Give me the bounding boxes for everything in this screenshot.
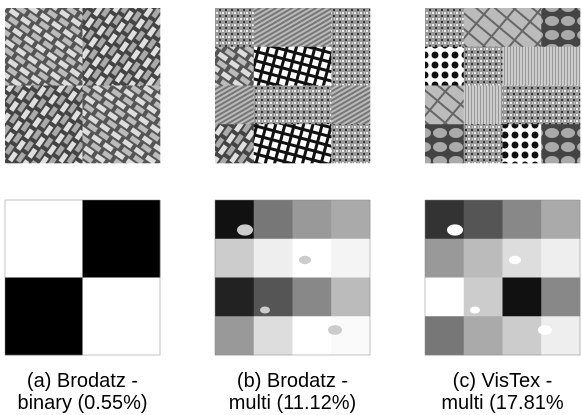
texture-tile bbox=[83, 86, 161, 164]
segment-tile bbox=[331, 200, 370, 239]
segment-tile bbox=[215, 239, 254, 278]
captions: (a) Brodatz -binary (0.55%) (b) Brodatz -… bbox=[17, 370, 563, 414]
segment-tile bbox=[5, 278, 83, 356]
segment-tile bbox=[293, 316, 332, 355]
segment-blob bbox=[299, 256, 311, 264]
texture-tile bbox=[293, 124, 332, 163]
segment-tile bbox=[503, 239, 542, 278]
segment-blob bbox=[237, 224, 253, 235]
texture-tile bbox=[464, 8, 503, 47]
segment-tile bbox=[215, 278, 254, 317]
segment-blob bbox=[538, 325, 552, 335]
segment-tile bbox=[503, 316, 542, 355]
texture-tile bbox=[331, 124, 370, 163]
texture-tile bbox=[464, 47, 503, 86]
segment-tile bbox=[254, 316, 293, 355]
segment-tile bbox=[503, 278, 542, 317]
texture-tile bbox=[215, 86, 254, 125]
texture-tile bbox=[503, 86, 542, 125]
segment-tile bbox=[503, 200, 542, 239]
segment-tile bbox=[83, 200, 161, 278]
texture-tile bbox=[293, 47, 332, 86]
segment-tile bbox=[5, 200, 83, 278]
texture-tile bbox=[215, 8, 254, 47]
segment-blob bbox=[509, 256, 521, 264]
texture-tile bbox=[503, 8, 542, 47]
segment-tile bbox=[215, 316, 254, 355]
segment-blob bbox=[447, 224, 463, 235]
caption-line: (c) VisTex - bbox=[453, 370, 553, 392]
caption-line: multi (11.12%) bbox=[229, 392, 356, 414]
caption-line: (a) Brodatz - bbox=[27, 370, 138, 392]
segment-tile bbox=[293, 278, 332, 317]
segment-tile bbox=[254, 278, 293, 317]
segment-blob bbox=[260, 307, 270, 314]
texture-tile bbox=[5, 8, 83, 86]
segment-tile bbox=[541, 316, 580, 355]
segment-tile bbox=[464, 316, 503, 355]
texture-tile bbox=[503, 47, 542, 86]
segment-tile bbox=[425, 278, 464, 317]
segment-tile bbox=[254, 239, 293, 278]
segment-tile bbox=[331, 316, 370, 355]
texture-tile bbox=[464, 86, 503, 125]
segment-tile bbox=[83, 278, 161, 356]
texture-tile bbox=[541, 124, 580, 163]
texture-tile bbox=[541, 47, 580, 86]
texture-tile bbox=[293, 8, 332, 47]
texture-tile bbox=[254, 86, 293, 125]
segment-tile bbox=[541, 200, 580, 239]
texture-tile bbox=[5, 86, 83, 164]
page: (a) Brodatz -binary (0.55%) (b) Brodatz -… bbox=[0, 0, 582, 415]
image-grid bbox=[5, 8, 580, 355]
segment-tile bbox=[254, 200, 293, 239]
texture-tile bbox=[215, 47, 254, 86]
texture-tile bbox=[331, 86, 370, 125]
texture-tile bbox=[425, 47, 464, 86]
caption-line: multi (17.81% bbox=[441, 392, 563, 414]
texture-tile bbox=[425, 8, 464, 47]
texture-tile bbox=[541, 8, 580, 47]
segment-tile bbox=[331, 278, 370, 317]
texture-tile bbox=[254, 124, 293, 163]
texture-tile bbox=[425, 124, 464, 163]
segment-tile bbox=[331, 239, 370, 278]
figure: (a) Brodatz -binary (0.55%) (b) Brodatz -… bbox=[0, 0, 582, 415]
texture-tile bbox=[331, 8, 370, 47]
texture-tile bbox=[464, 124, 503, 163]
texture-tile bbox=[215, 124, 254, 163]
texture-tile bbox=[503, 124, 542, 163]
segment-tile bbox=[541, 278, 580, 317]
segment-tile bbox=[293, 239, 332, 278]
segment-tile bbox=[464, 278, 503, 317]
caption-line: binary (0.55%) bbox=[17, 392, 147, 414]
segment-tile bbox=[464, 200, 503, 239]
texture-tile bbox=[425, 86, 464, 125]
texture-tile bbox=[83, 8, 161, 86]
segment-tile bbox=[541, 239, 580, 278]
texture-tile bbox=[541, 86, 580, 125]
texture-tile bbox=[331, 47, 370, 86]
segment-tile bbox=[293, 200, 332, 239]
texture-tile bbox=[254, 47, 293, 86]
segment-tile bbox=[425, 316, 464, 355]
caption-line: (b) Brodatz - bbox=[237, 370, 348, 392]
texture-tile bbox=[293, 86, 332, 125]
segment-tile bbox=[425, 239, 464, 278]
segment-blob bbox=[470, 307, 480, 314]
texture-tile bbox=[254, 8, 293, 47]
segment-blob bbox=[328, 325, 342, 335]
segment-tile bbox=[464, 239, 503, 278]
